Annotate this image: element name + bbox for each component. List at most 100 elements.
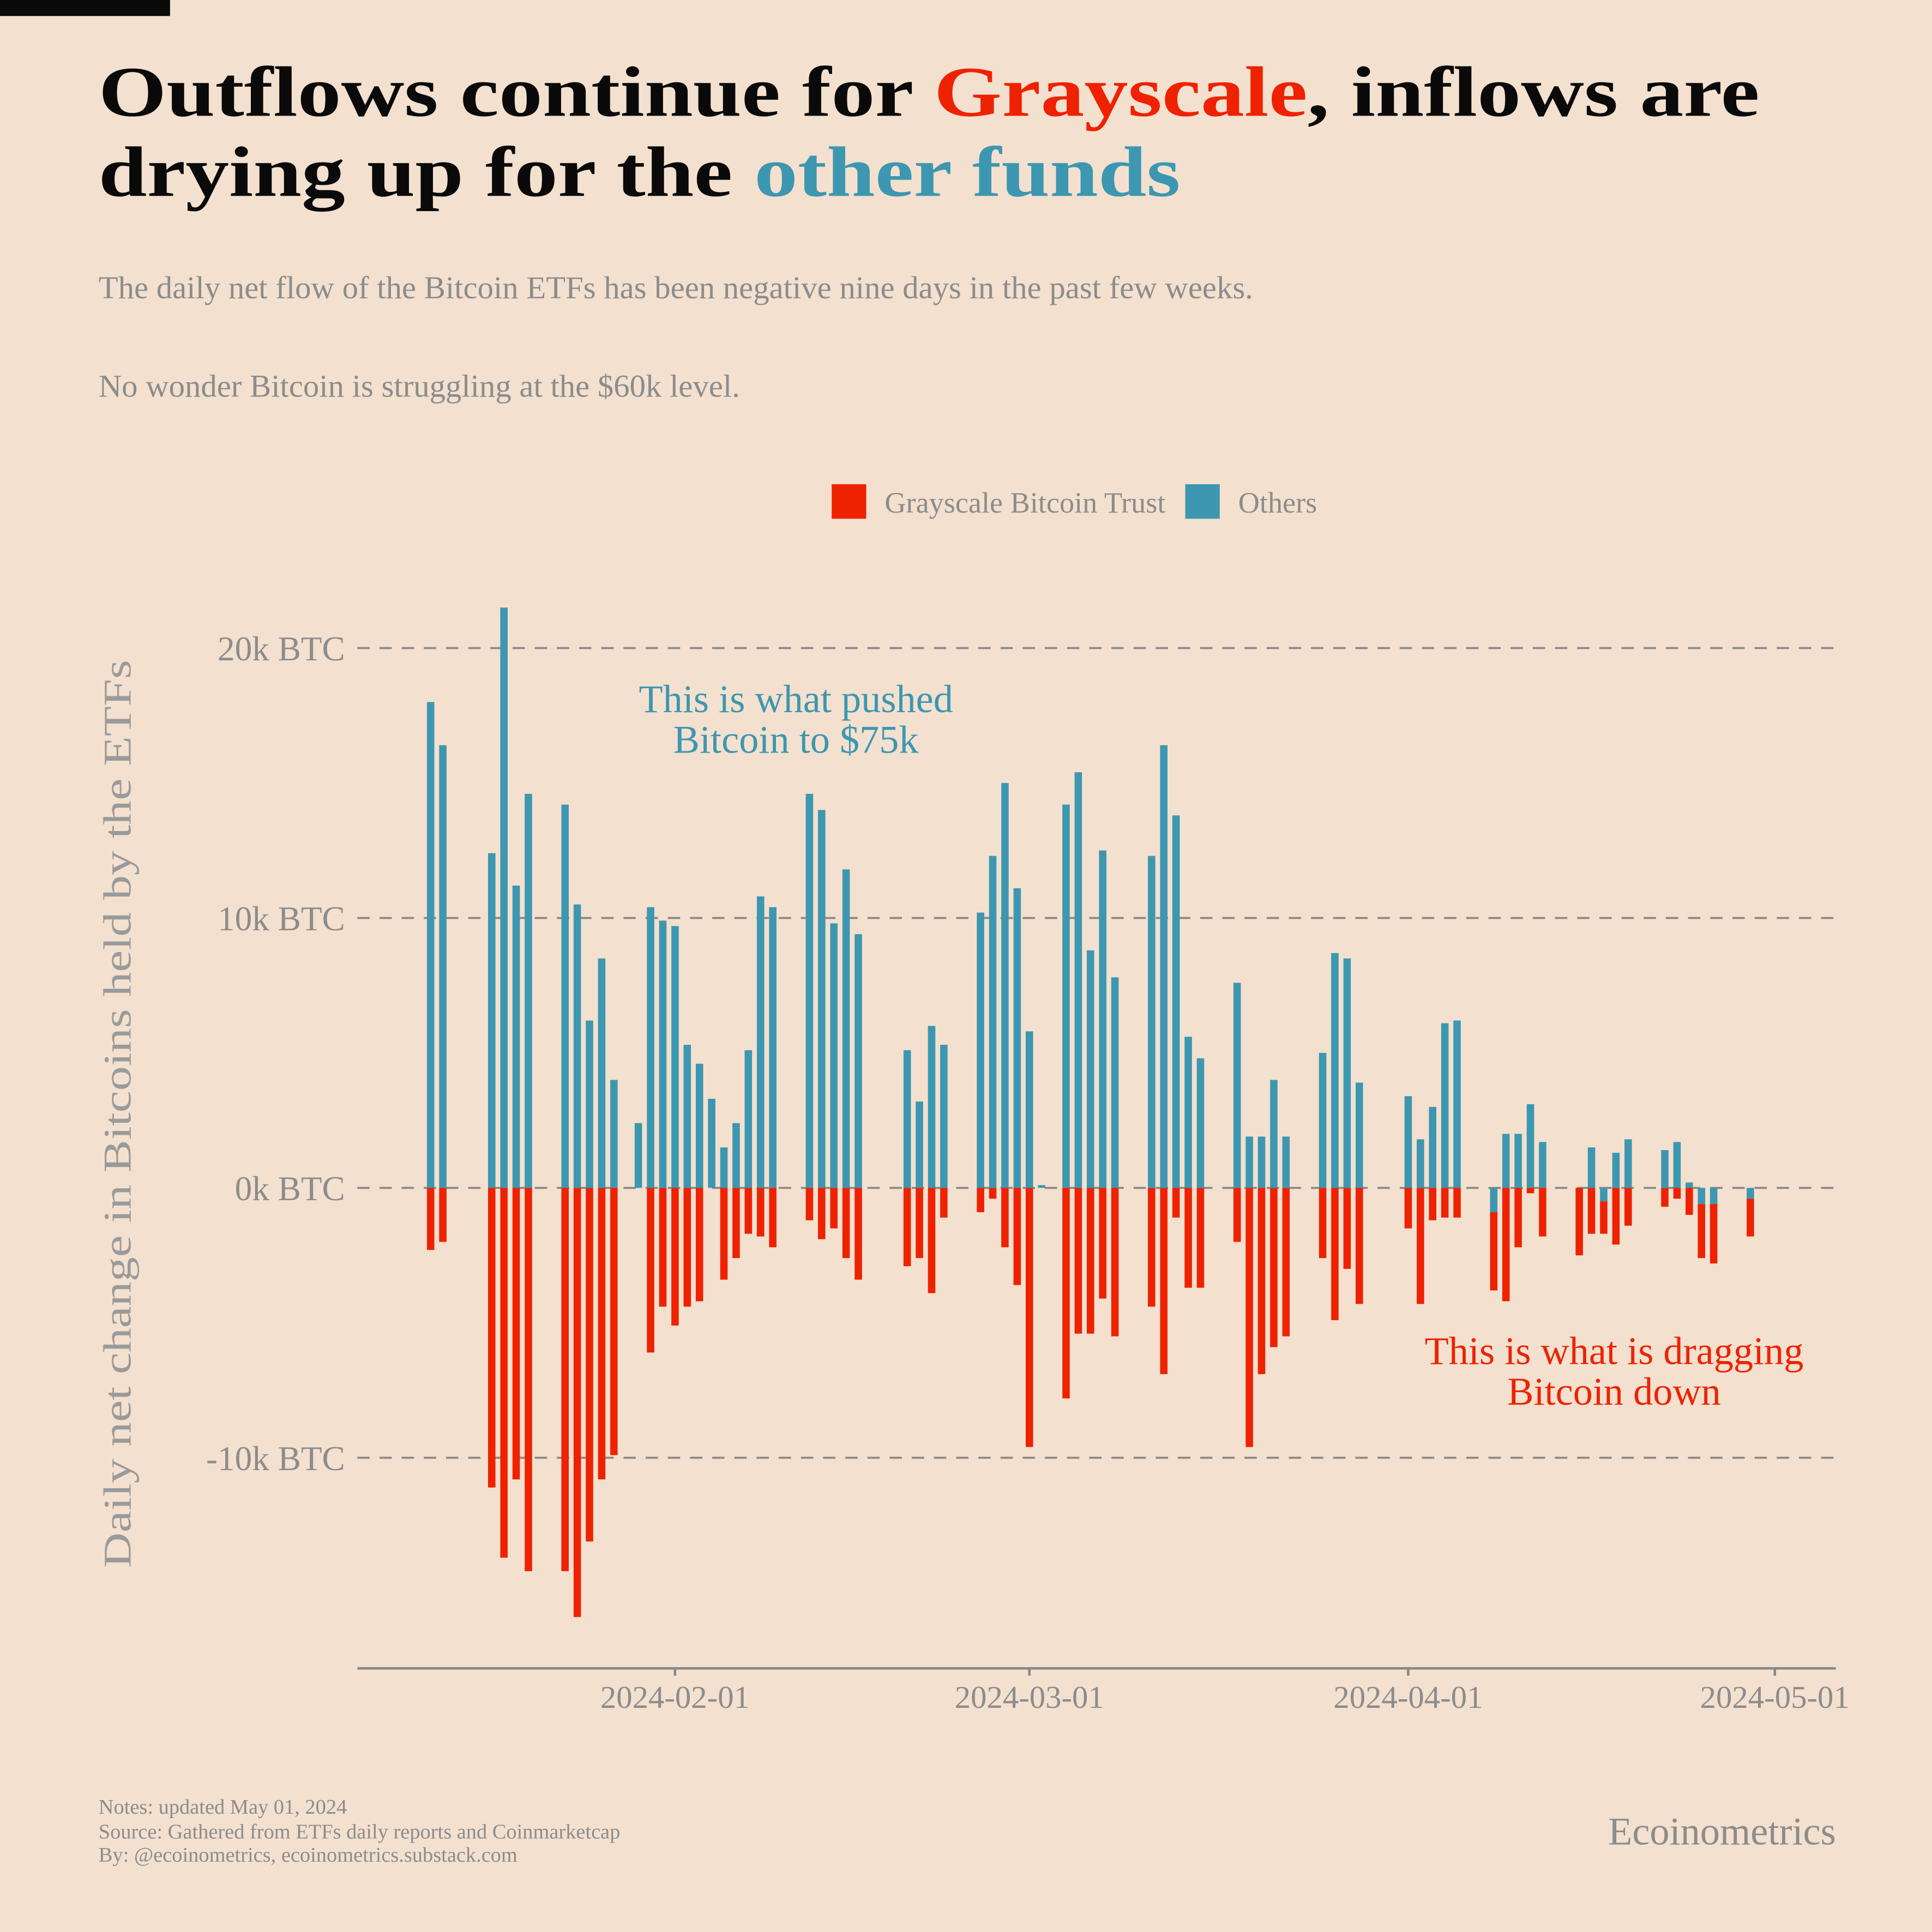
bar — [1698, 1188, 1706, 1205]
bar — [598, 1188, 606, 1479]
x-tick-label: 2024-02-01 — [600, 1680, 750, 1715]
bar — [842, 1188, 850, 1259]
title-part: Outflows continue for — [99, 52, 934, 131]
bar — [1686, 1188, 1693, 1215]
annotation: Bitcoin down — [1507, 1370, 1721, 1413]
bar — [1172, 815, 1180, 1188]
bar — [1196, 1058, 1205, 1188]
bar — [487, 853, 496, 1188]
bar — [1502, 1134, 1510, 1188]
bar — [1148, 856, 1155, 1188]
bar — [439, 1188, 447, 1242]
bar — [1710, 1204, 1718, 1263]
bar — [487, 1188, 496, 1488]
bar — [1686, 1182, 1693, 1188]
bar — [916, 1188, 923, 1259]
bar — [1698, 1204, 1706, 1259]
bar — [818, 1188, 826, 1239]
bar — [1502, 1188, 1510, 1302]
bar — [525, 1188, 532, 1572]
bar — [1319, 1052, 1327, 1188]
title-part: , inflows are — [1308, 52, 1760, 131]
brand: Ecoinometrics — [1608, 1810, 1836, 1853]
bar — [1441, 1188, 1449, 1218]
bar — [586, 1188, 593, 1542]
bar — [1343, 958, 1351, 1188]
bar — [720, 1147, 728, 1188]
bar — [647, 907, 654, 1188]
bar — [634, 1123, 642, 1188]
bar — [1612, 1153, 1620, 1188]
y-axis-label: Daily net change in Bitcoins held by the… — [96, 660, 140, 1568]
title-part: drying up for the — [99, 133, 754, 212]
bar — [512, 886, 520, 1188]
annotation: This is what pushed — [639, 677, 953, 721]
bar — [977, 912, 984, 1188]
bar — [439, 745, 447, 1188]
bar — [805, 1188, 814, 1220]
bar — [940, 1188, 948, 1218]
y-tick-label: 10k BTC — [218, 900, 345, 938]
bar — [732, 1188, 740, 1259]
bar — [695, 1188, 703, 1302]
bar — [1270, 1188, 1278, 1347]
bar — [1404, 1096, 1412, 1188]
title-part: Grayscale — [934, 52, 1308, 131]
bar — [1001, 1188, 1009, 1248]
bar — [977, 1188, 984, 1212]
bar — [1356, 1082, 1363, 1188]
bar — [928, 1188, 936, 1293]
y-tick-label: -10k BTC — [206, 1440, 345, 1478]
bar — [1331, 1188, 1339, 1320]
bar — [1575, 1188, 1583, 1256]
bar — [720, 1188, 728, 1280]
bar — [671, 926, 679, 1188]
bar — [916, 1101, 923, 1188]
bar — [989, 1188, 997, 1199]
bar — [1661, 1150, 1669, 1188]
bar — [1319, 1188, 1327, 1259]
bar — [1025, 1031, 1033, 1188]
chart-title: Outflows continue for Grayscale, inflows… — [99, 52, 1760, 131]
bar — [1661, 1188, 1669, 1207]
bar — [1587, 1147, 1596, 1188]
bar — [1490, 1212, 1498, 1291]
bar — [1453, 1188, 1461, 1218]
bar — [1038, 1185, 1045, 1188]
bar — [744, 1188, 753, 1234]
bar — [1404, 1188, 1412, 1229]
bar — [1441, 1023, 1449, 1188]
bar — [1160, 1188, 1168, 1374]
bar — [586, 1020, 593, 1188]
chart-title: drying up for the other funds — [99, 133, 1181, 212]
bar — [1074, 772, 1082, 1188]
bar — [1490, 1188, 1498, 1212]
bar — [1087, 950, 1094, 1188]
bar — [1539, 1188, 1546, 1237]
legend-label: Grayscale Bitcoin Trust — [884, 486, 1165, 519]
bar — [500, 1188, 508, 1558]
bar — [818, 810, 826, 1188]
bar — [512, 1188, 520, 1479]
bar — [1257, 1188, 1266, 1374]
bar — [830, 1188, 838, 1229]
bar — [1673, 1188, 1681, 1199]
bar — [1233, 983, 1241, 1188]
annotation: Bitcoin to $75k — [673, 718, 919, 762]
bar — [1257, 1136, 1266, 1188]
bar — [708, 1099, 715, 1188]
bar — [1160, 745, 1168, 1188]
bar — [1282, 1136, 1290, 1188]
bar — [805, 793, 814, 1188]
bar — [1526, 1188, 1534, 1194]
bar — [1710, 1188, 1718, 1205]
bar — [1624, 1188, 1632, 1226]
subtitle: The daily net flow of the Bitcoin ETFs h… — [99, 270, 1253, 305]
bar — [1148, 1188, 1155, 1307]
bar — [659, 920, 667, 1188]
bar — [1184, 1188, 1192, 1288]
bar — [1600, 1188, 1608, 1202]
bar — [1111, 1188, 1119, 1337]
bar — [1196, 1188, 1205, 1288]
